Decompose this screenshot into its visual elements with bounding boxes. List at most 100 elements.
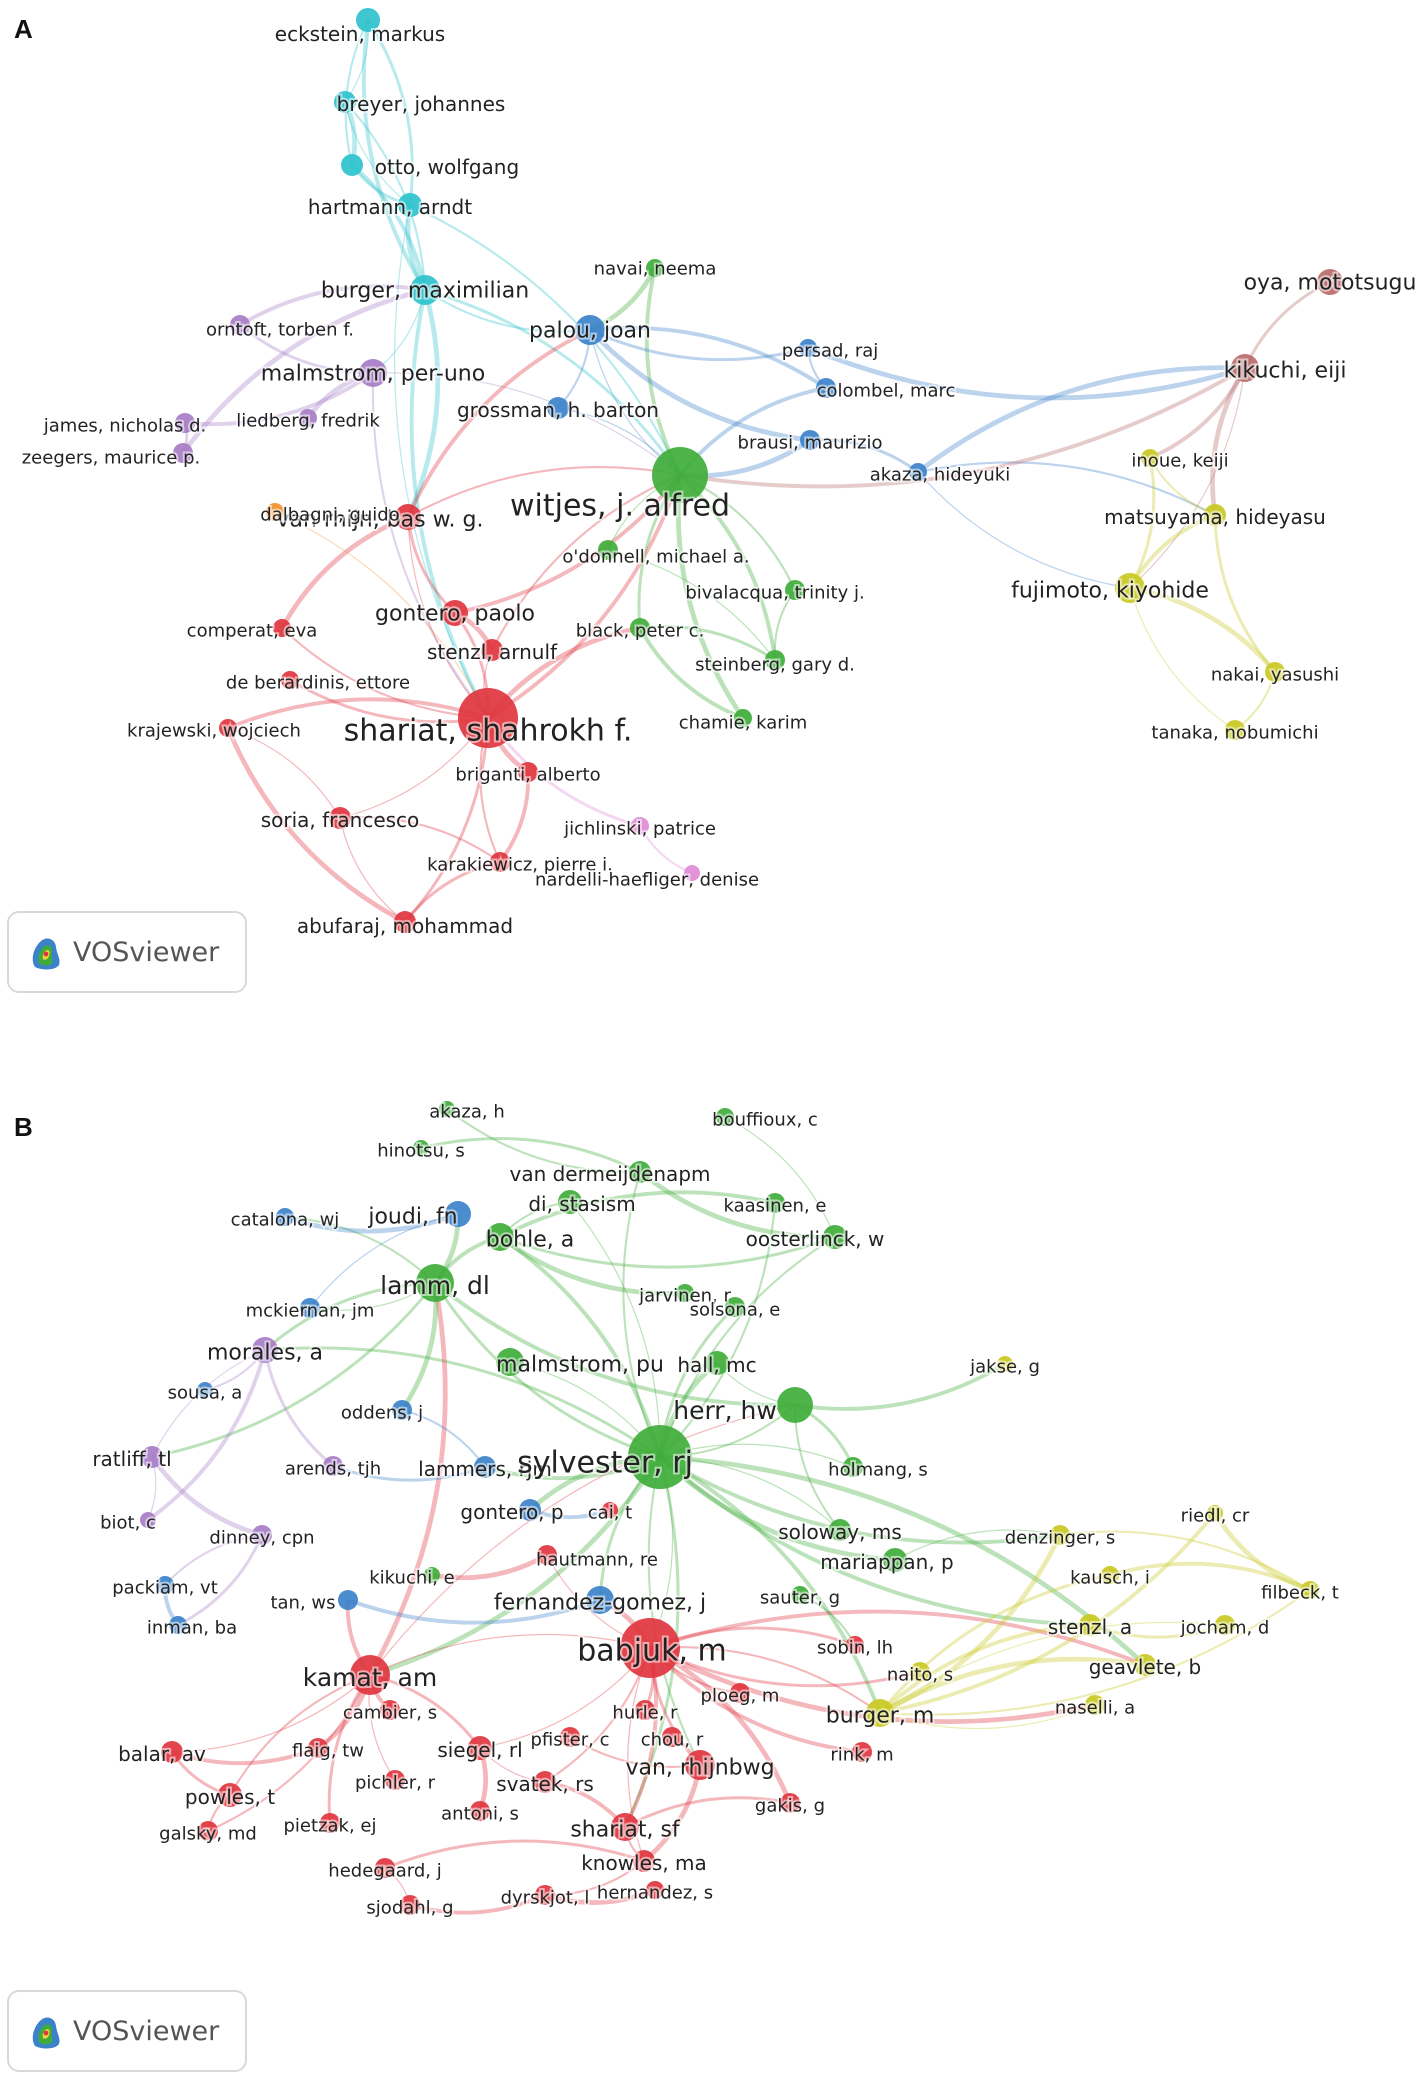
author-node-burgerm[interactable] <box>866 1699 894 1727</box>
author-node-cambier[interactable] <box>380 1700 400 1720</box>
author-node-liedberg[interactable] <box>299 409 317 427</box>
author-node-hernandez[interactable] <box>646 1881 664 1899</box>
author-node-oosterlinck[interactable] <box>823 1225 847 1249</box>
author-node-vandermeijden[interactable] <box>629 1161 651 1183</box>
author-node-holmang[interactable] <box>843 1457 863 1477</box>
author-node-witjes[interactable] <box>652 447 708 503</box>
author-node-sobin[interactable] <box>846 1636 864 1654</box>
author-node-hartmann[interactable] <box>398 193 422 217</box>
author-node-shariatsf[interactable] <box>611 1813 639 1841</box>
author-node-james[interactable] <box>175 413 195 433</box>
author-node-siegel[interactable] <box>468 1736 492 1760</box>
author-node-kikuchi[interactable] <box>1231 354 1259 382</box>
author-node-oya[interactable] <box>1317 269 1343 295</box>
author-node-krajewski[interactable] <box>219 719 237 737</box>
author-node-geavlete[interactable] <box>1134 1654 1156 1676</box>
author-node-solsona[interactable] <box>725 1297 745 1317</box>
author-node-inman[interactable] <box>169 1616 187 1634</box>
author-node-ploeg[interactable] <box>730 1683 750 1703</box>
author-node-balar[interactable] <box>161 1741 183 1763</box>
author-node-riedl[interactable] <box>1207 1505 1223 1521</box>
author-node-zeegers[interactable] <box>173 443 193 463</box>
author-node-nakai[interactable] <box>1265 662 1285 682</box>
author-node-palou[interactable] <box>575 315 605 345</box>
author-node-jarvinen[interactable] <box>676 1284 694 1302</box>
author-node-chamie[interactable] <box>734 709 752 727</box>
author-node-naselli[interactable] <box>1085 1695 1105 1715</box>
author-node-kamat[interactable] <box>350 1655 390 1695</box>
author-node-sauter[interactable] <box>791 1586 809 1604</box>
author-node-colombel[interactable] <box>816 378 836 398</box>
author-node-bohle[interactable] <box>486 1223 514 1251</box>
author-node-vanrhijn[interactable] <box>395 504 421 530</box>
author-node-comperat[interactable] <box>273 619 291 637</box>
author-node-jocham[interactable] <box>1215 1615 1235 1635</box>
author-node-filbeck[interactable] <box>1301 1581 1319 1599</box>
author-node-burgerm[interactable] <box>410 275 440 305</box>
author-node-joudi[interactable] <box>445 1201 471 1227</box>
author-node-hedegaard[interactable] <box>375 1858 395 1878</box>
author-node-dalbagni[interactable] <box>266 503 284 521</box>
author-node-pichler[interactable] <box>385 1770 405 1790</box>
author-node-distasi[interactable] <box>558 1190 582 1214</box>
author-node-black[interactable] <box>630 618 650 638</box>
author-node-abufaraj[interactable] <box>394 911 416 933</box>
author-node-breyer[interactable] <box>334 91 356 113</box>
author-node-soria[interactable] <box>329 807 351 829</box>
author-node-fernandez[interactable] <box>586 1586 614 1614</box>
author-node-briganti[interactable] <box>518 762 538 782</box>
author-node-malmstrom[interactable] <box>359 359 387 387</box>
author-node-navai[interactable] <box>646 259 664 277</box>
author-node-soloway[interactable] <box>829 1519 851 1541</box>
author-node-malmstrompu[interactable] <box>496 1348 524 1376</box>
author-node-galsky[interactable] <box>198 1821 218 1841</box>
author-node-arends[interactable] <box>323 1456 343 1476</box>
author-node-kikuchie[interactable] <box>424 1567 440 1583</box>
author-node-antoni[interactable] <box>470 1801 490 1821</box>
author-node-sousa[interactable] <box>197 1382 213 1398</box>
author-node-otto[interactable] <box>341 154 363 176</box>
author-node-mckiernan[interactable] <box>300 1298 320 1318</box>
author-node-jichlinski[interactable] <box>631 817 649 835</box>
author-node-naito[interactable] <box>910 1662 930 1682</box>
author-node-jakse[interactable] <box>997 1356 1013 1372</box>
author-node-matsuyama[interactable] <box>1204 504 1226 526</box>
author-node-brausi[interactable] <box>800 430 820 450</box>
author-node-gontero[interactable] <box>442 600 468 626</box>
author-node-vanrhijnbwg[interactable] <box>685 1750 715 1780</box>
author-node-kausch[interactable] <box>1101 1566 1119 1584</box>
author-node-sjodahl[interactable] <box>400 1895 420 1915</box>
author-node-shariat[interactable] <box>458 688 518 748</box>
author-node-flaig[interactable] <box>308 1738 328 1758</box>
author-node-powles[interactable] <box>218 1783 242 1807</box>
author-node-tanws[interactable] <box>338 1590 358 1610</box>
author-node-oddens[interactable] <box>392 1400 412 1420</box>
author-node-bivalacqua[interactable] <box>785 580 805 600</box>
author-node-hautmann[interactable] <box>537 1545 557 1565</box>
author-node-gakis[interactable] <box>780 1793 800 1813</box>
author-node-morales[interactable] <box>252 1337 278 1363</box>
author-node-stenzla[interactable] <box>1079 1614 1101 1636</box>
author-node-rink[interactable] <box>852 1742 872 1762</box>
author-node-steinberg[interactable] <box>765 650 785 670</box>
author-node-deberardinis[interactable] <box>281 671 299 689</box>
author-node-bouffioux[interactable] <box>716 1108 734 1126</box>
author-node-grossman[interactable] <box>547 397 569 419</box>
author-node-svatek[interactable] <box>534 1771 556 1793</box>
author-node-fujimoto[interactable] <box>1115 573 1145 603</box>
author-node-chour[interactable] <box>662 1727 682 1747</box>
author-node-catalona[interactable] <box>276 1208 294 1226</box>
author-node-hurle[interactable] <box>635 1700 655 1720</box>
author-node-pietzak[interactable] <box>320 1813 340 1833</box>
author-node-babjuk[interactable] <box>620 1618 680 1678</box>
author-node-hallmc[interactable] <box>705 1351 729 1375</box>
author-node-sylvester[interactable] <box>628 1425 692 1489</box>
author-node-ratliff[interactable] <box>141 1446 163 1468</box>
author-node-persad[interactable] <box>799 339 817 357</box>
author-node-dinney[interactable] <box>252 1525 272 1545</box>
author-node-denzinger[interactable] <box>1050 1525 1070 1545</box>
author-node-packiam[interactable] <box>156 1576 174 1594</box>
author-node-inoue[interactable] <box>1141 449 1159 467</box>
author-node-cait[interactable] <box>602 1502 618 1518</box>
author-node-lamm[interactable] <box>416 1264 454 1302</box>
